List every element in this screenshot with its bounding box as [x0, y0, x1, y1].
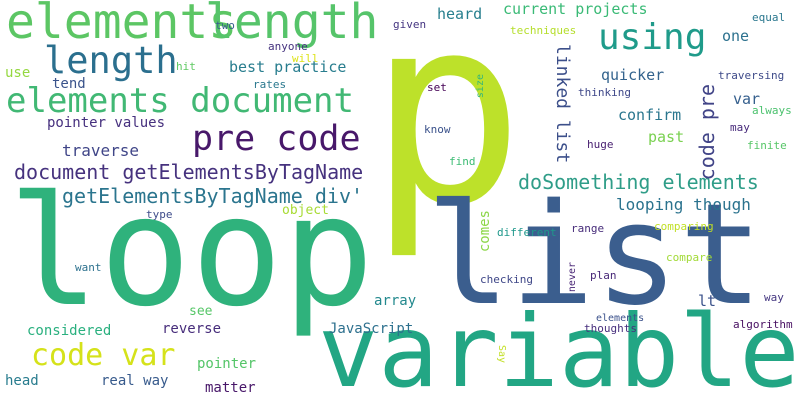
word-want: want [75, 261, 102, 274]
word-always: always [752, 104, 792, 117]
word-will: will [292, 52, 319, 65]
word-elements-document: elements document [6, 81, 354, 121]
word-current-projects: current projects [503, 0, 648, 18]
word-best-practice: best practice [229, 58, 347, 76]
word-real-way: real way [101, 373, 169, 389]
word-range: range [571, 222, 605, 235]
word-past: past [648, 128, 685, 146]
word-huge: huge [587, 138, 614, 151]
word-set: set [427, 81, 447, 94]
word-anyone: anyone [268, 40, 308, 53]
word-find: find [449, 155, 476, 168]
word-getelementsbytagname-div: getElementsByTagName div' [62, 184, 364, 208]
word-see: see [189, 304, 213, 319]
word-quicker: quicker [601, 66, 665, 84]
word-techniques: techniques [510, 24, 577, 37]
word-rates: rates [253, 78, 287, 91]
word-variable: variable [318, 293, 800, 400]
word-elements: elements [6, 0, 238, 50]
word-length-2: length [44, 39, 178, 82]
word-equal: equal [752, 11, 786, 24]
word-thoughts: thoughts [584, 322, 637, 335]
word-javascript: JavaScript [329, 321, 414, 337]
word-comparing: comparing [654, 220, 714, 233]
word-document-getelementsbytagname: document getElementsByTagName [14, 160, 364, 184]
word-pre-code: pre code [192, 119, 361, 159]
word-checking: checking [480, 273, 533, 286]
word-algorithm: algorithm [733, 318, 793, 331]
word-may: may [730, 121, 750, 134]
word-heard: heard [437, 5, 483, 23]
word-traversing: traversing [718, 69, 785, 82]
word-loop: loop [8, 163, 375, 340]
word-hit: hit [176, 60, 196, 73]
word-plan: plan [590, 269, 617, 282]
word-considered: considered [27, 323, 112, 339]
word-head: head [5, 373, 39, 389]
word-size: size [475, 74, 486, 99]
word-type: type [146, 208, 173, 221]
word-matter: matter [205, 380, 256, 396]
word-pointer: pointer [197, 356, 257, 372]
word-use: use [5, 65, 31, 81]
word-know: know [424, 123, 451, 136]
word-comes: comes [477, 210, 493, 253]
word-pointer-values: pointer values [47, 115, 166, 131]
word-traverse: traverse [62, 141, 140, 160]
word-tend: tend [52, 76, 86, 92]
word-dosomething-elements: doSomething elements [518, 170, 759, 194]
word-list: list [426, 174, 764, 337]
word-reverse: reverse [162, 321, 222, 337]
word-code-pre: code pre [695, 84, 719, 181]
word-object: object [282, 203, 329, 218]
word-elements-small: elements [596, 313, 645, 324]
word-code-var: code var [31, 338, 176, 373]
word-never: never [567, 262, 578, 293]
word-finite: finite [747, 139, 787, 152]
word-one: one [722, 27, 750, 45]
word-lt: lt [698, 292, 717, 310]
word-say: Say [496, 345, 507, 364]
word-using: using [598, 17, 707, 58]
word-p: p [368, 0, 525, 263]
word-looping-though: looping though [616, 195, 751, 214]
word-given: given [393, 18, 427, 31]
word-thinking: thinking [578, 86, 631, 99]
word-var: var [733, 90, 761, 108]
word-way: way [764, 291, 784, 304]
word-different: different [497, 226, 557, 239]
word-array: array [374, 293, 417, 309]
word-two: two [215, 19, 235, 32]
word-confirm: confirm [618, 106, 682, 124]
word-linked-list: linked list [552, 44, 573, 164]
word-length-1: length [205, 0, 379, 50]
word-compare: compare [666, 251, 713, 264]
